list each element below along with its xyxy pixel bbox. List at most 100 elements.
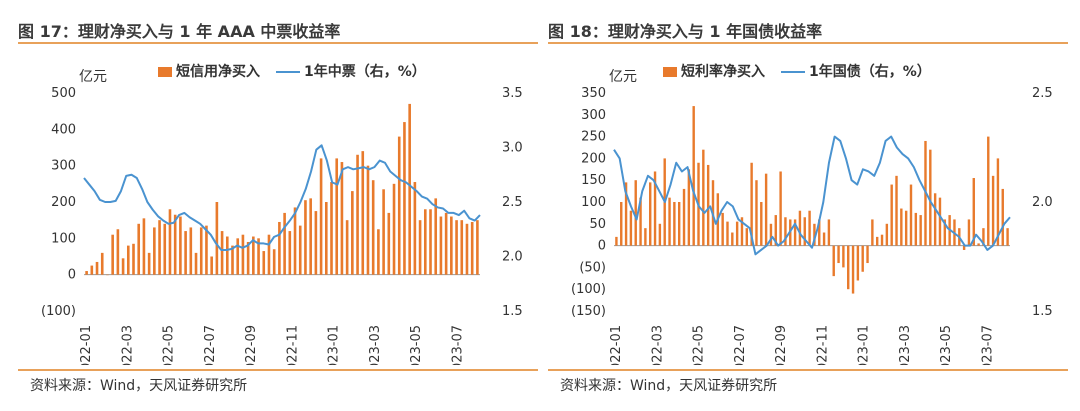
right-axis-tick-label: 1.5 <box>1032 304 1053 319</box>
x-axis-tick-label: 2023-03 <box>368 325 383 365</box>
bar <box>460 220 464 275</box>
bar <box>755 180 758 246</box>
bar <box>803 217 806 246</box>
bar <box>179 216 182 275</box>
bar <box>147 252 151 275</box>
x-axis-tick-label: 2023-07 <box>980 325 995 365</box>
bar <box>639 197 642 246</box>
left-axis-tick-label: 200 <box>51 195 76 210</box>
x-axis-tick-label: 2022-11 <box>815 325 830 365</box>
bar <box>982 228 985 246</box>
left-axis-tick-label: 300 <box>51 159 76 174</box>
x-axis-tick-label: 2022-09 <box>244 325 259 365</box>
right-axis-tick-label: 3.0 <box>502 141 523 156</box>
chart-title: 图 17：理财净买入与 1 年 AAA 中票收益率 <box>18 22 341 41</box>
left-axis-tick-label: (100) <box>571 282 606 297</box>
bar <box>168 209 172 275</box>
left-axis-tick-label: 100 <box>581 195 606 210</box>
bar <box>1001 188 1004 246</box>
bar <box>890 184 893 246</box>
bar <box>455 220 458 275</box>
bar <box>649 182 652 246</box>
x-axis-tick-label: 2023-01 <box>857 325 872 365</box>
bar <box>904 210 908 246</box>
bar <box>429 209 432 275</box>
bar <box>272 249 276 275</box>
bar <box>413 182 417 275</box>
bar <box>241 234 245 275</box>
bar <box>726 221 729 246</box>
bar <box>330 182 333 275</box>
x-axis-tick-label: 2022-05 <box>162 325 177 365</box>
x-axis-tick-label: 2023-03 <box>898 325 913 365</box>
bar <box>142 218 146 275</box>
bar <box>871 219 874 246</box>
bar <box>658 223 662 246</box>
bar <box>106 274 109 276</box>
bar <box>706 164 710 246</box>
bar <box>324 202 328 275</box>
legend-line-label: 1年国债（右，%） <box>809 64 931 80</box>
bar <box>996 158 1000 246</box>
bar <box>740 217 744 246</box>
bar <box>856 245 860 281</box>
chart-legend: 短信用净买入 1年中票（右，%） <box>158 61 426 81</box>
right-axis-tick-label: 2.0 <box>502 250 523 265</box>
left-axis-unit: 亿元 <box>609 69 637 85</box>
right-axis-tick-label: 3.5 <box>502 86 523 101</box>
bar <box>397 136 401 275</box>
legend-bar-swatch <box>158 67 172 77</box>
bar <box>991 175 995 246</box>
bar-line-chart: (100) 0 100 200 300 400 500 1.5 2.0 2.5 3.0 3.5 2022… <box>41 86 523 365</box>
legend-line-swatch <box>781 71 805 73</box>
right-axis-tick-label: 2.0 <box>1032 195 1053 210</box>
bar <box>163 223 167 275</box>
bar <box>278 221 281 275</box>
bar <box>476 220 479 275</box>
bar <box>225 236 229 275</box>
bar <box>210 256 213 275</box>
bar <box>967 219 971 246</box>
bar <box>827 219 831 246</box>
bar <box>721 212 724 246</box>
bar <box>304 200 307 275</box>
bar <box>434 198 438 275</box>
legend-bar-swatch <box>663 67 677 77</box>
bar <box>885 223 889 246</box>
source-note: 资料来源：Wind，天风证券研究所 <box>30 378 248 394</box>
bar <box>403 122 406 275</box>
bar <box>257 238 260 275</box>
bar <box>111 234 114 275</box>
bar <box>977 243 980 246</box>
bar <box>184 231 187 275</box>
x-axis-tick-label: 2022-09 <box>774 325 789 365</box>
bar <box>319 158 323 275</box>
bar <box>774 215 777 246</box>
bar <box>252 236 255 275</box>
bar <box>371 180 375 275</box>
bar <box>173 214 177 275</box>
x-axis-tick-label: 2022-07 <box>733 325 748 365</box>
bar <box>644 228 647 246</box>
legend-line-swatch <box>276 71 300 73</box>
bar <box>298 225 302 275</box>
bar <box>847 245 850 290</box>
legend-line-label: 1年中票（右，%） <box>304 64 426 80</box>
bar <box>335 158 339 275</box>
left-axis-tick-label: 50 <box>589 217 606 232</box>
bar <box>205 225 208 275</box>
bar <box>1006 228 1009 246</box>
bar <box>100 252 104 275</box>
left-axis-tick-label: (100) <box>41 304 76 319</box>
bar <box>750 162 753 246</box>
bar <box>779 171 782 246</box>
x-axis-tick-label: 2022-03 <box>650 325 665 365</box>
left-axis-tick-label: 150 <box>581 173 606 188</box>
left-axis-tick-label: 0 <box>598 239 606 254</box>
bar <box>764 173 768 246</box>
bar <box>408 103 411 275</box>
right-axis-tick-label: 2.5 <box>502 195 523 210</box>
bar <box>345 220 349 275</box>
bar <box>745 228 749 246</box>
bar <box>875 236 879 246</box>
